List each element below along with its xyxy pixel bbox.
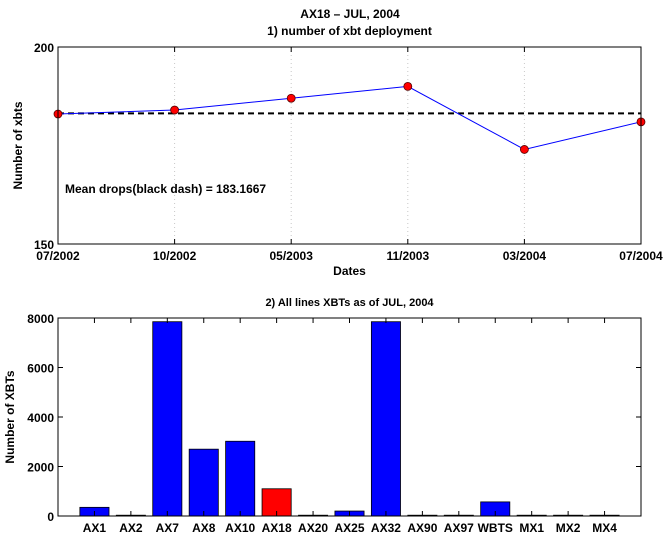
plot-area: [58, 318, 641, 516]
figure-title: AX18 – JUL, 2004: [300, 7, 400, 21]
bar: [152, 321, 183, 517]
bar: [188, 448, 219, 517]
x-tick-label: 07/2002: [36, 249, 80, 263]
x-tick-label: AX97: [444, 521, 474, 535]
x-tick-label: AX90: [407, 521, 437, 535]
x-tick-label: 03/2004: [503, 249, 547, 263]
bar-chart: 2) All lines XBTs as of JUL, 2004 AX1 AX2 A…: [3, 297, 642, 535]
x-tick-label: AX2: [119, 521, 143, 535]
line-chart: 1) number of xbt deployment 07/2002 10/200…: [11, 24, 663, 278]
bar: [225, 440, 256, 517]
x-tick-label: AX1: [83, 521, 107, 535]
data-point: [403, 82, 413, 91]
chart-title: 2) All lines XBTs as of JUL, 2004: [265, 297, 434, 309]
data-point: [520, 145, 529, 154]
x-tick-label: AX8: [192, 521, 216, 535]
y-tick-label: 2000: [27, 461, 54, 475]
y-tick-label: 150: [34, 238, 54, 252]
data-point: [286, 93, 296, 103]
y-tick-label: 4000: [27, 411, 54, 425]
axes-box: [57, 46, 642, 245]
y-tick-label: 8000: [27, 312, 54, 326]
y-axis-label: Number of xbts: [11, 101, 25, 189]
x-tick-label: MX4: [592, 521, 617, 535]
x-tick-label: AX25: [334, 521, 364, 535]
x-tick-label: AX18: [262, 521, 292, 535]
y-tick-label: 200: [34, 41, 54, 55]
x-tick-label: WBTS: [478, 521, 513, 535]
x-tick-label: AX20: [298, 521, 328, 535]
x-tick-label: MX2: [556, 521, 581, 535]
bar: [370, 321, 401, 517]
x-tick-label: AX32: [371, 521, 401, 535]
x-tick-label: MX1: [519, 521, 544, 535]
y-axis-label: Number of XBTs: [3, 370, 17, 463]
x-tick-label: 07/2004: [619, 249, 663, 263]
mean-annotation: Mean drops(black dash) = 183.1667: [65, 182, 266, 196]
series-line: [57, 85, 642, 150]
x-tick-label: AX7: [156, 521, 180, 535]
x-axis-label: Dates: [333, 264, 366, 278]
y-tick-label: 6000: [27, 362, 54, 376]
plot-area: [58, 47, 641, 244]
x-tick-label: 11/2003: [386, 249, 429, 263]
chart-title: 1) number of xbt deployment: [267, 24, 432, 38]
x-tick-label: 05/2003: [270, 249, 314, 263]
data-point: [170, 105, 180, 115]
x-tick-label: 10/2002: [153, 249, 197, 263]
y-tick-label: 0: [47, 510, 54, 524]
x-tick-label: AX10: [225, 521, 255, 535]
